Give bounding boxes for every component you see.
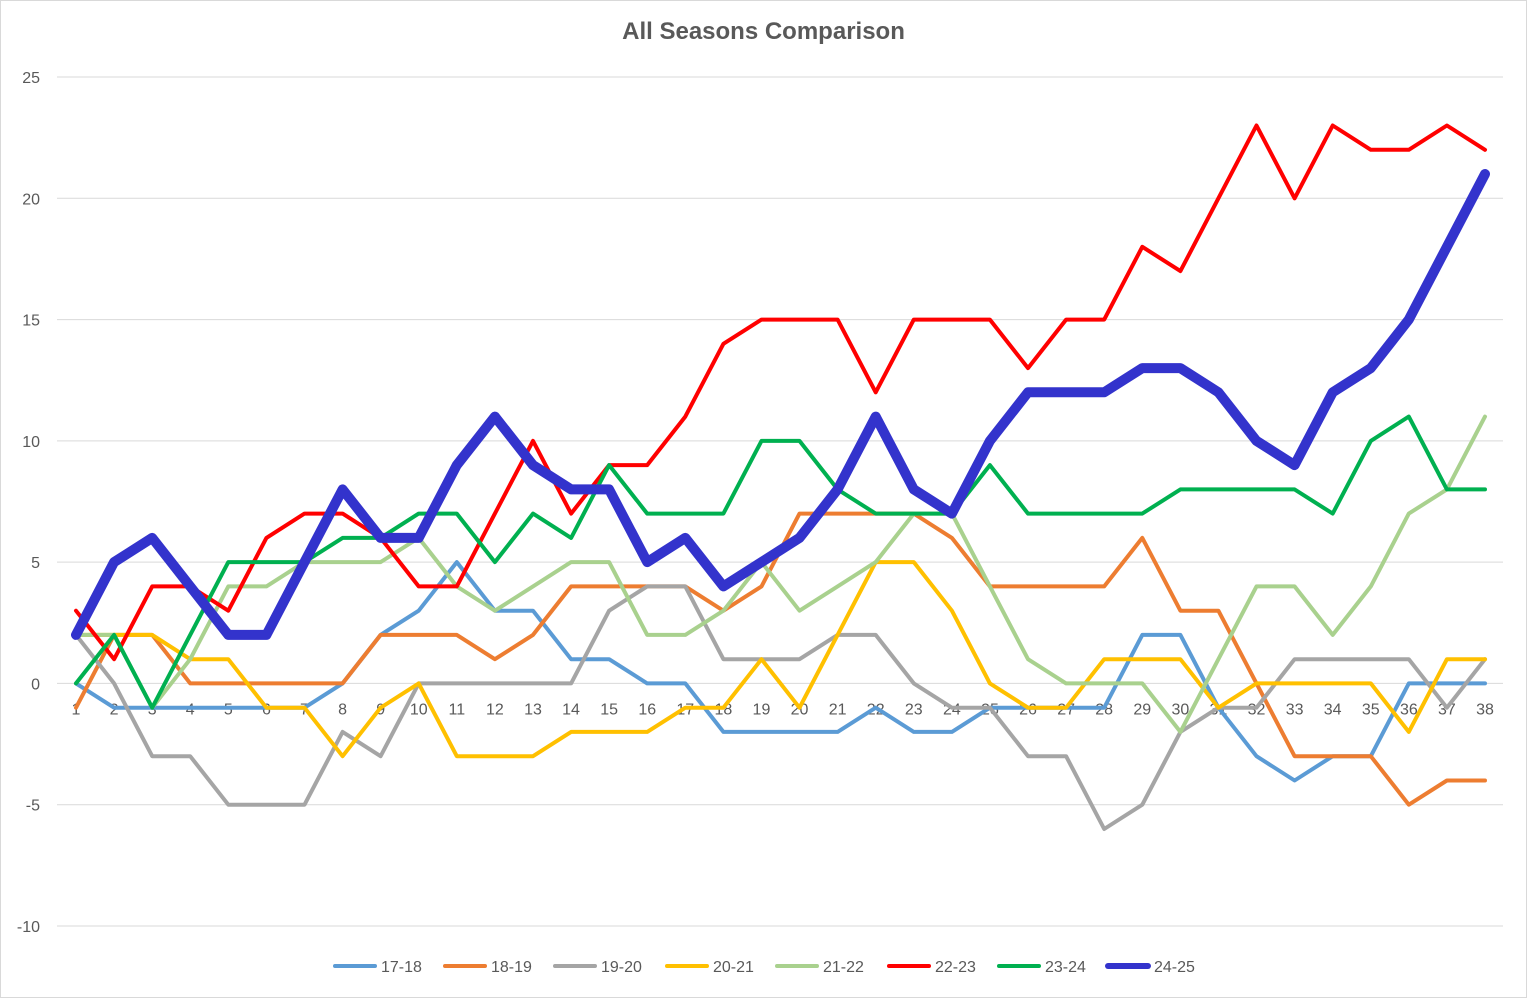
x-tick-label: 1	[72, 701, 81, 718]
x-tick-label: 30	[1171, 701, 1189, 718]
x-tick-label: 3	[148, 701, 157, 718]
x-tick-label: 13	[524, 701, 542, 718]
y-tick-label: 25	[22, 70, 40, 87]
x-tick-label: 16	[638, 701, 656, 718]
y-tick-label: -10	[17, 919, 40, 936]
x-tick-label: 10	[410, 701, 428, 718]
y-axis-tick-labels: -10 -5 0 5 10 15 20 25	[17, 70, 40, 936]
x-tick-label: 27	[1057, 701, 1075, 718]
legend-label-17-18: 17-18	[381, 959, 422, 976]
y-tick-label: 0	[31, 676, 40, 693]
x-tick-label: 4	[186, 701, 195, 718]
x-tick-label: 38	[1476, 701, 1494, 718]
y-tick-label: 15	[22, 313, 40, 330]
x-axis-tick-labels: 1 2 3 4 5 6 7 8 9 10 11 12 13 14 15 16 17 18 19 20 21 22 23 24 2…	[72, 701, 1494, 718]
legend-label-24-25: 24-25	[1154, 959, 1195, 976]
chart-title: All Seasons Comparison	[622, 18, 905, 45]
legend: 17-18 18-19 19-20 20-21 21-22 22-23 23-24 24-25	[333, 959, 1195, 976]
legend-label-20-21: 20-21	[713, 959, 754, 976]
x-tick-label: 15	[600, 701, 618, 718]
legend-label-19-20: 19-20	[601, 959, 642, 976]
x-tick-label: 14	[562, 701, 580, 718]
x-tick-label: 37	[1438, 701, 1456, 718]
x-tick-label: 5	[224, 701, 233, 718]
x-tick-label: 33	[1286, 701, 1304, 718]
series-line-21-22	[74, 414, 1487, 734]
x-tick-label: 23	[905, 701, 923, 718]
y-tick-label: 10	[22, 434, 40, 451]
x-tick-label: 21	[829, 701, 847, 718]
x-tick-label: 6	[262, 701, 271, 718]
legend-label-23-24: 23-24	[1045, 959, 1086, 976]
x-tick-label: 36	[1400, 701, 1418, 718]
x-tick-label: 20	[791, 701, 809, 718]
x-tick-label: 8	[338, 701, 347, 718]
series-line-17-18	[74, 560, 1487, 783]
x-tick-label: 28	[1095, 701, 1113, 718]
series-line-20-21	[74, 560, 1487, 759]
y-tick-label: -5	[26, 798, 40, 815]
series-line-24-25	[71, 169, 1490, 640]
series-line-22-23	[74, 123, 1487, 662]
gridlines	[57, 76, 1503, 927]
legend-label-22-23: 22-23	[935, 959, 976, 976]
x-tick-label: 2	[110, 701, 119, 718]
x-tick-label: 18	[714, 701, 732, 718]
legend-label-18-19: 18-19	[491, 959, 532, 976]
x-tick-label: 12	[486, 701, 504, 718]
x-tick-label: 19	[753, 701, 771, 718]
legend-label-21-22: 21-22	[823, 959, 864, 976]
x-tick-label: 29	[1133, 701, 1151, 718]
y-tick-label: 20	[22, 191, 40, 208]
x-tick-label: 34	[1324, 701, 1342, 718]
series-line-19-20	[74, 584, 1487, 831]
x-tick-label: 32	[1248, 701, 1266, 718]
x-tick-label: 35	[1362, 701, 1380, 718]
x-tick-label: 11	[449, 701, 466, 718]
series-lines	[71, 123, 1490, 831]
y-tick-label: 5	[31, 555, 40, 572]
